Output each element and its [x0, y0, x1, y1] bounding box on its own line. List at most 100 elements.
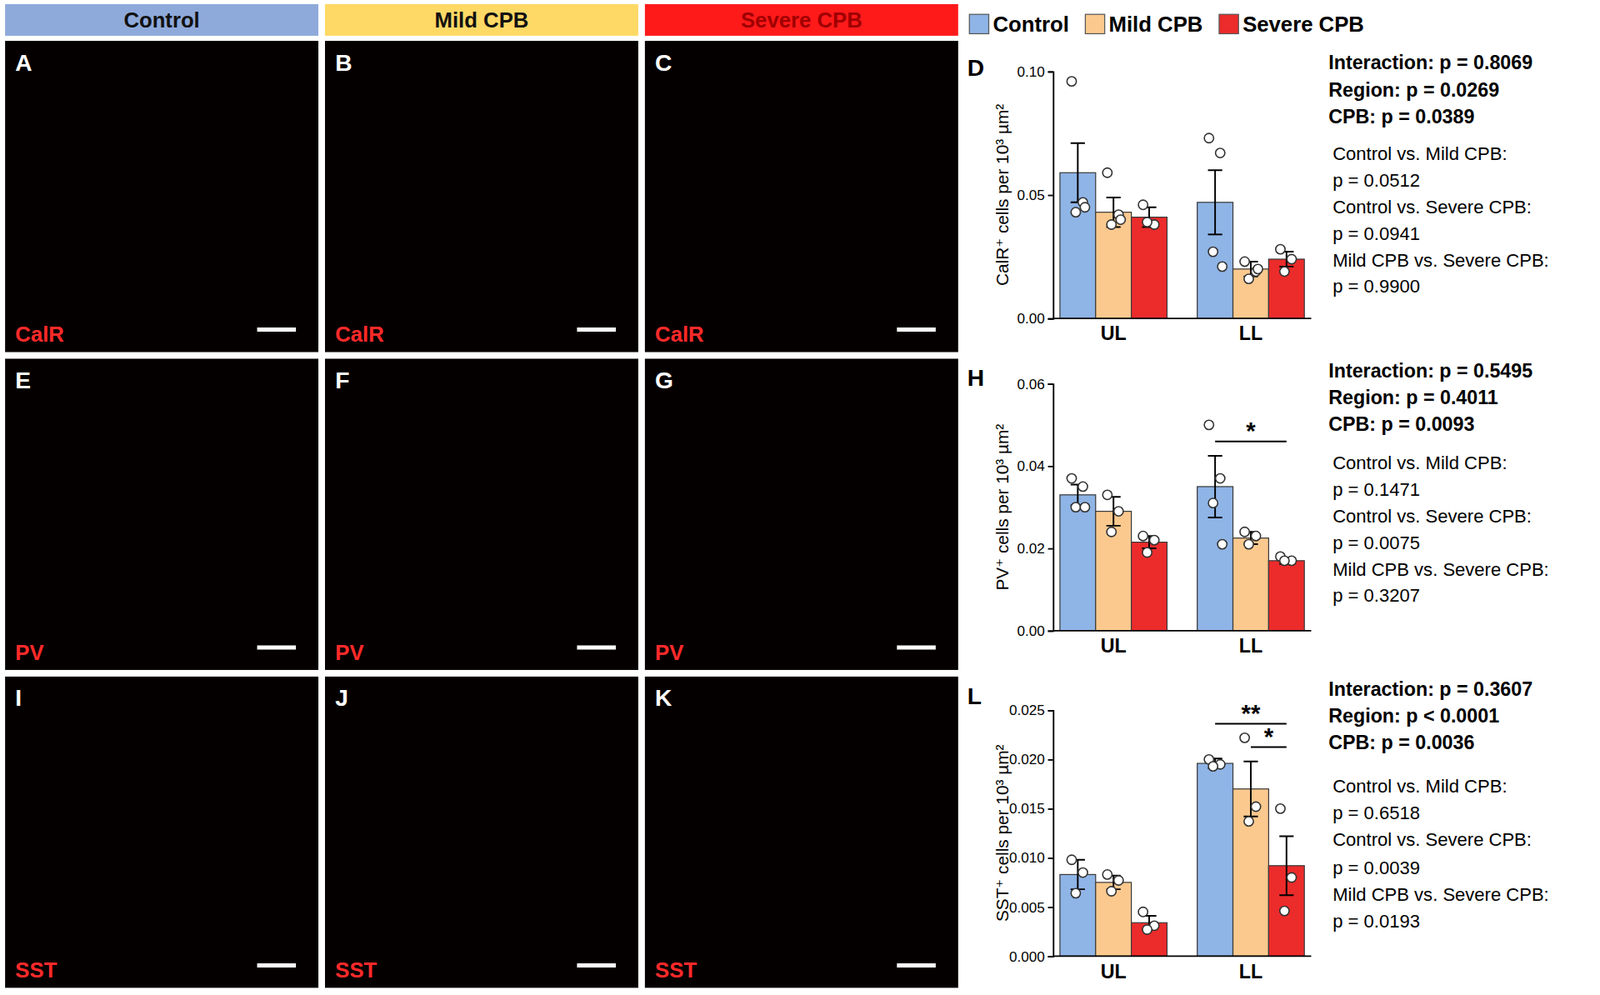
header-label: Control: [123, 8, 200, 32]
y-tick: 0.010: [1009, 849, 1054, 866]
data-point: [1066, 473, 1076, 483]
panel-letter: I: [15, 685, 22, 711]
data-point: [1244, 816, 1254, 826]
micrograph-panel: [5, 40, 319, 352]
y-tick-mark: [1048, 383, 1054, 385]
error-cap: [1106, 525, 1121, 527]
data-point: [1070, 888, 1080, 898]
y-axis-line: [1048, 71, 1055, 319]
data-point: [1208, 246, 1218, 256]
scale-bar: [257, 327, 297, 332]
x-tick: UL: [1100, 955, 1127, 982]
stats-pair: Control vs. Mild CPB:: [1332, 775, 1507, 797]
legend-swatch: [1085, 14, 1105, 34]
data-point: [1240, 733, 1250, 743]
y-tick: 0.00: [1017, 622, 1054, 640]
y-tick: 0.000: [1009, 948, 1054, 965]
data-point: [1215, 473, 1225, 483]
chart: D0.000.050.10ULLLCalR⁺ cells per 10³ µm²…: [967, 51, 1550, 345]
y-axis: 0.0000.0050.0100.0150.0200.025: [1009, 701, 1054, 965]
y-tick-label: 0.06: [1017, 375, 1045, 393]
y-tick-mark: [1048, 759, 1054, 761]
y-tick-label: 0.015: [1009, 800, 1045, 817]
y-axis-title: SST⁺ cells per 10³ µm²: [992, 745, 1012, 923]
stats-pair: p = 0.0941: [1332, 223, 1420, 245]
error-cap: [1243, 760, 1258, 763]
y-tick: 0.015: [1009, 800, 1054, 817]
data-point: [1204, 420, 1214, 430]
stats-pair: p = 0.0512: [1332, 170, 1420, 191]
scale-bar: [257, 645, 297, 650]
x-tick-label: UL: [1100, 322, 1127, 345]
error-cap: [1208, 233, 1223, 235]
micrograph-panel: [325, 358, 639, 670]
header-label: Severe CPB: [740, 8, 863, 32]
data-point: [1253, 264, 1263, 274]
stats-pair: Control vs. Severe CPB:: [1332, 829, 1532, 850]
data-point: [1280, 555, 1290, 565]
x-tick: LL: [1239, 318, 1263, 345]
y-tick: 0.02: [1017, 540, 1054, 557]
stats-pair: p = 0.0039: [1332, 857, 1420, 879]
y-tick-mark: [1048, 710, 1054, 712]
header-bar: [325, 4, 639, 36]
data-point: [1208, 761, 1218, 771]
x-tick-label: UL: [1100, 635, 1127, 657]
bar: [1095, 882, 1132, 957]
significance-label: *: [1264, 722, 1275, 750]
stain-label: CalR: [655, 322, 705, 346]
data-point: [1080, 202, 1090, 212]
x-tick-label: LL: [1239, 322, 1263, 345]
micrograph-panel: [325, 40, 639, 352]
scale-bar: [576, 645, 616, 650]
stain-label: SST: [655, 958, 697, 982]
bar: [1060, 495, 1096, 631]
y-tick: 0.020: [1009, 750, 1054, 768]
legend-label: Severe CPB: [1242, 12, 1365, 36]
error-stem: [1076, 143, 1079, 203]
stats-pair: p = 0.1471: [1332, 479, 1420, 500]
data-point: [1217, 539, 1227, 549]
stats-pair: p = 0.6518: [1332, 802, 1420, 824]
stats-pair: Mild CPB vs. Severe CPB:: [1332, 250, 1550, 271]
panel-letter: A: [15, 50, 32, 76]
y-tick-label: 0.00: [1017, 310, 1045, 327]
y-tick-mark: [1048, 195, 1054, 197]
error-stem: [1214, 170, 1216, 235]
y-tick-mark: [1048, 70, 1054, 73]
data-point: [1106, 527, 1116, 537]
stats-main: CPB: p = 0.0389: [1328, 105, 1475, 128]
plot-marks: [1060, 420, 1305, 631]
y-tick-mark: [1048, 548, 1054, 550]
y-tick: 0.05: [1017, 186, 1054, 204]
error-cap: [1279, 894, 1294, 896]
significance-label: **: [1241, 699, 1261, 727]
data-point: [1250, 531, 1260, 541]
data-point: [1066, 855, 1076, 865]
data-point: [1078, 481, 1088, 491]
data-point: [1138, 907, 1148, 917]
stats-main: Interaction: p = 0.8069: [1328, 51, 1533, 74]
x-tick: UL: [1100, 318, 1127, 345]
stats-pair: p = 0.3207: [1332, 585, 1420, 607]
bar: [1131, 922, 1168, 956]
header-bar: [5, 4, 319, 36]
bar: [1131, 542, 1168, 631]
stats-main: Region: p < 0.0001: [1328, 705, 1500, 727]
x-tick: LL: [1239, 630, 1263, 657]
data-point: [1250, 801, 1260, 811]
data-point: [1217, 261, 1227, 271]
plot-marks: [1060, 76, 1305, 319]
data-point: [1286, 254, 1296, 264]
bar: [1233, 538, 1270, 631]
stain-label: PV: [655, 640, 684, 665]
x-axis-line: [1053, 955, 1312, 957]
bar: [1095, 212, 1132, 319]
data-point: [1275, 804, 1285, 814]
y-tick-label: 0.04: [1017, 457, 1046, 475]
y-axis: 0.000.050.10: [1017, 63, 1055, 327]
y-tick-mark: [1048, 906, 1054, 909]
data-point: [1275, 244, 1285, 254]
panel-letter: B: [335, 50, 352, 76]
panel-letter: G: [655, 367, 674, 394]
